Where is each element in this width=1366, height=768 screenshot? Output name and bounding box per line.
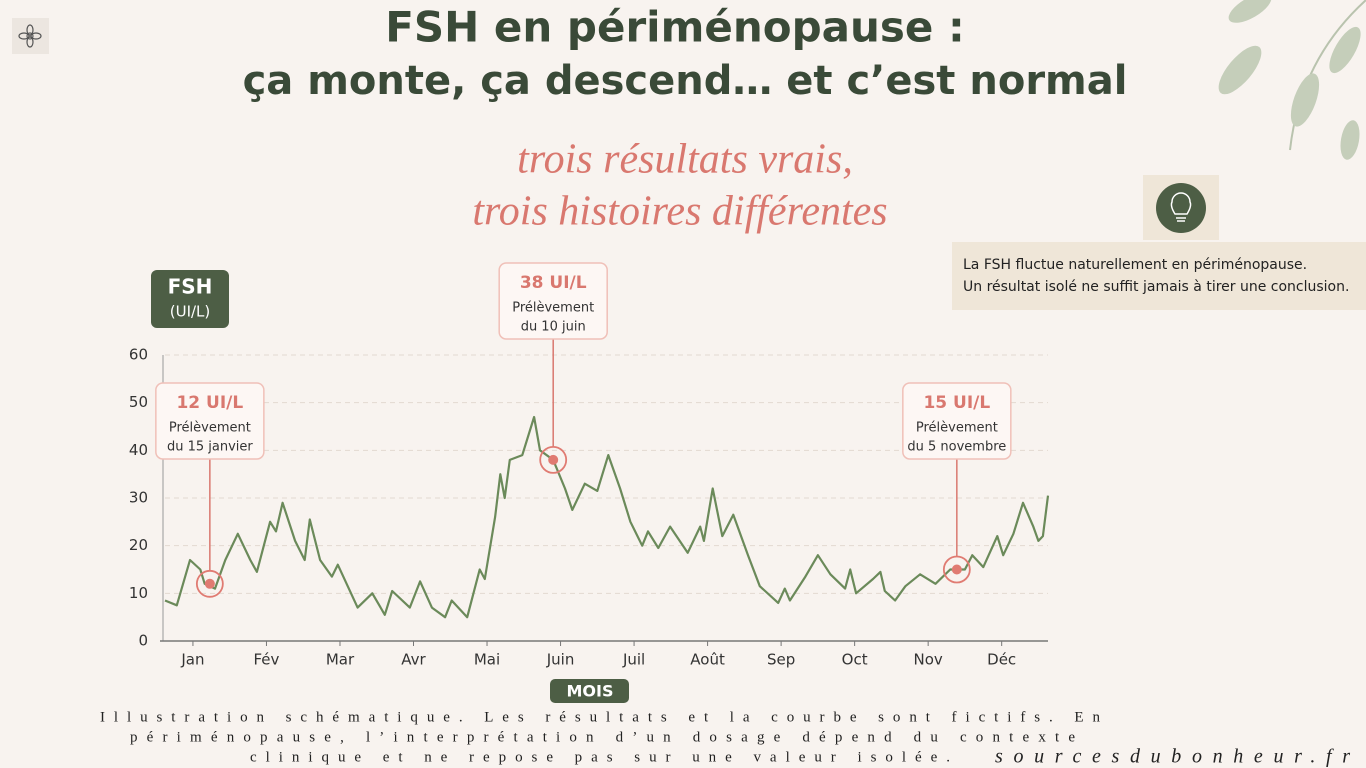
- callout-text: Prélèvement: [169, 421, 251, 436]
- callout-value: 15 UI/L: [923, 393, 990, 413]
- x-tick-label: Mai: [474, 651, 500, 669]
- marker: [951, 564, 962, 575]
- fsh-line: [164, 415, 1050, 619]
- y-tick-label: 60: [129, 346, 148, 364]
- subtitle: trois résultats vrais,: [517, 137, 853, 183]
- info-box: [952, 242, 1366, 310]
- x-label-box: [550, 679, 629, 703]
- x-tick-label: Nov: [914, 651, 943, 669]
- x-tick-label: Jan: [180, 651, 204, 669]
- x-tick-label: Juin: [546, 651, 575, 669]
- callout-text: Prélèvement: [916, 421, 998, 436]
- footer-line: clinique et ne repose pas sur une valeur…: [250, 749, 950, 765]
- x-tick-label: Juil: [622, 651, 645, 669]
- info-text: Un résultat isolé ne suffit jamais à tir…: [963, 279, 1349, 295]
- subtitle: trois histoires différentes: [472, 189, 887, 235]
- bulb-icon: [1170, 192, 1192, 222]
- y-tick-label: 50: [129, 393, 148, 411]
- x-tick-label: Oct: [842, 651, 868, 669]
- y-tick-label: 10: [129, 584, 148, 602]
- callout-text: du 15 janvier: [167, 440, 253, 455]
- footer: Illustration schématique. Les résultats …: [100, 709, 1350, 767]
- y-label-box: [151, 270, 229, 328]
- marker: [548, 454, 559, 465]
- y-tick-label: 30: [129, 489, 148, 507]
- callout-text: du 5 novembre: [907, 440, 1006, 455]
- callout-box: [498, 262, 608, 340]
- x-tick-label: Déc: [987, 651, 1016, 669]
- callout-text: Prélèvement: [512, 301, 594, 316]
- title: FSH en périménopause :: [385, 3, 965, 52]
- callout-value: 12 UI/L: [176, 393, 243, 413]
- x-tick-label: Août: [690, 651, 725, 669]
- y-tick-label: 20: [129, 536, 148, 554]
- marker-ring: [195, 569, 224, 598]
- footer-line: Illustration schématique. Les résultats …: [100, 709, 1101, 725]
- x-tick-label: Avr: [401, 651, 426, 669]
- x-label: MOIS: [567, 682, 614, 701]
- leaves: [1218, 0, 1366, 160]
- title: ça monte, ça descend… et c’est normal: [243, 58, 1128, 104]
- y-label: FSH: [168, 275, 213, 299]
- brand: sourcesdubonheur.fr: [995, 746, 1350, 768]
- callout-box: [155, 382, 265, 460]
- marker: [204, 578, 215, 589]
- info-text: La FSH fluctue naturellement en périméno…: [963, 257, 1307, 273]
- flower-icon: [18, 24, 42, 48]
- marker-ring: [539, 445, 568, 474]
- x-tick-label: Fév: [253, 651, 279, 669]
- bulb-badge: [1156, 183, 1206, 233]
- x-tick-label: Mar: [326, 651, 355, 669]
- marker-ring: [942, 555, 971, 584]
- callout-box: [902, 382, 1012, 460]
- y-tick-label: 0: [138, 632, 148, 650]
- callout-value: 38 UI/L: [520, 273, 587, 293]
- y-tick-label: 40: [129, 441, 148, 459]
- x-tick-label: Sep: [767, 651, 795, 669]
- y-label: (UI/L): [170, 303, 211, 321]
- callout-text: du 10 juin: [521, 320, 586, 335]
- footer-line: périménopause, l’interprétation d’un dos…: [130, 729, 1075, 745]
